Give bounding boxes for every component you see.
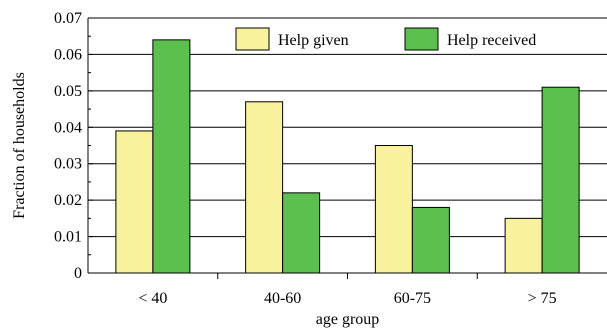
bar-help-received bbox=[411, 206, 450, 274]
bars bbox=[115, 39, 580, 274]
bar-help-received bbox=[282, 192, 321, 274]
legend-swatch bbox=[404, 27, 439, 51]
y-tick-label: 0.05 bbox=[54, 83, 82, 100]
y-tick-label: 0.07 bbox=[54, 10, 82, 27]
legend: Help given Help received bbox=[235, 27, 536, 51]
x-tick-label: 60-75 bbox=[394, 290, 431, 307]
y-tick-label: 0.03 bbox=[54, 156, 82, 173]
legend-label: Help received bbox=[447, 32, 536, 49]
bar-help-given bbox=[504, 217, 543, 274]
bar-help-given bbox=[374, 145, 413, 274]
bar-help-given bbox=[245, 101, 284, 274]
x-tick-label: 40-60 bbox=[264, 290, 301, 307]
y-tick-label: 0 bbox=[74, 265, 82, 282]
y-tick-label: 0.01 bbox=[54, 229, 82, 246]
axes bbox=[87, 17, 607, 279]
y-tick-label: 0.06 bbox=[54, 46, 82, 63]
x-axis-title: age group bbox=[316, 311, 380, 328]
legend-swatch bbox=[235, 27, 270, 51]
y-tick-label: 0.04 bbox=[54, 119, 82, 136]
x-tick-label: < 40 bbox=[138, 290, 167, 307]
x-tick-label: > 75 bbox=[528, 290, 557, 307]
legend-label: Help given bbox=[278, 32, 349, 49]
tick-labels: 0 0.01 0.02 0.03 0.04 0.05 0.06 0.07 < 40 40-60 60… bbox=[54, 10, 557, 307]
bar-help-given bbox=[115, 130, 154, 274]
y-axis-title: Fraction of households bbox=[11, 72, 28, 219]
bar-help-received bbox=[541, 86, 580, 274]
bar-help-received bbox=[152, 39, 191, 274]
y-tick-label: 0.02 bbox=[54, 192, 82, 209]
